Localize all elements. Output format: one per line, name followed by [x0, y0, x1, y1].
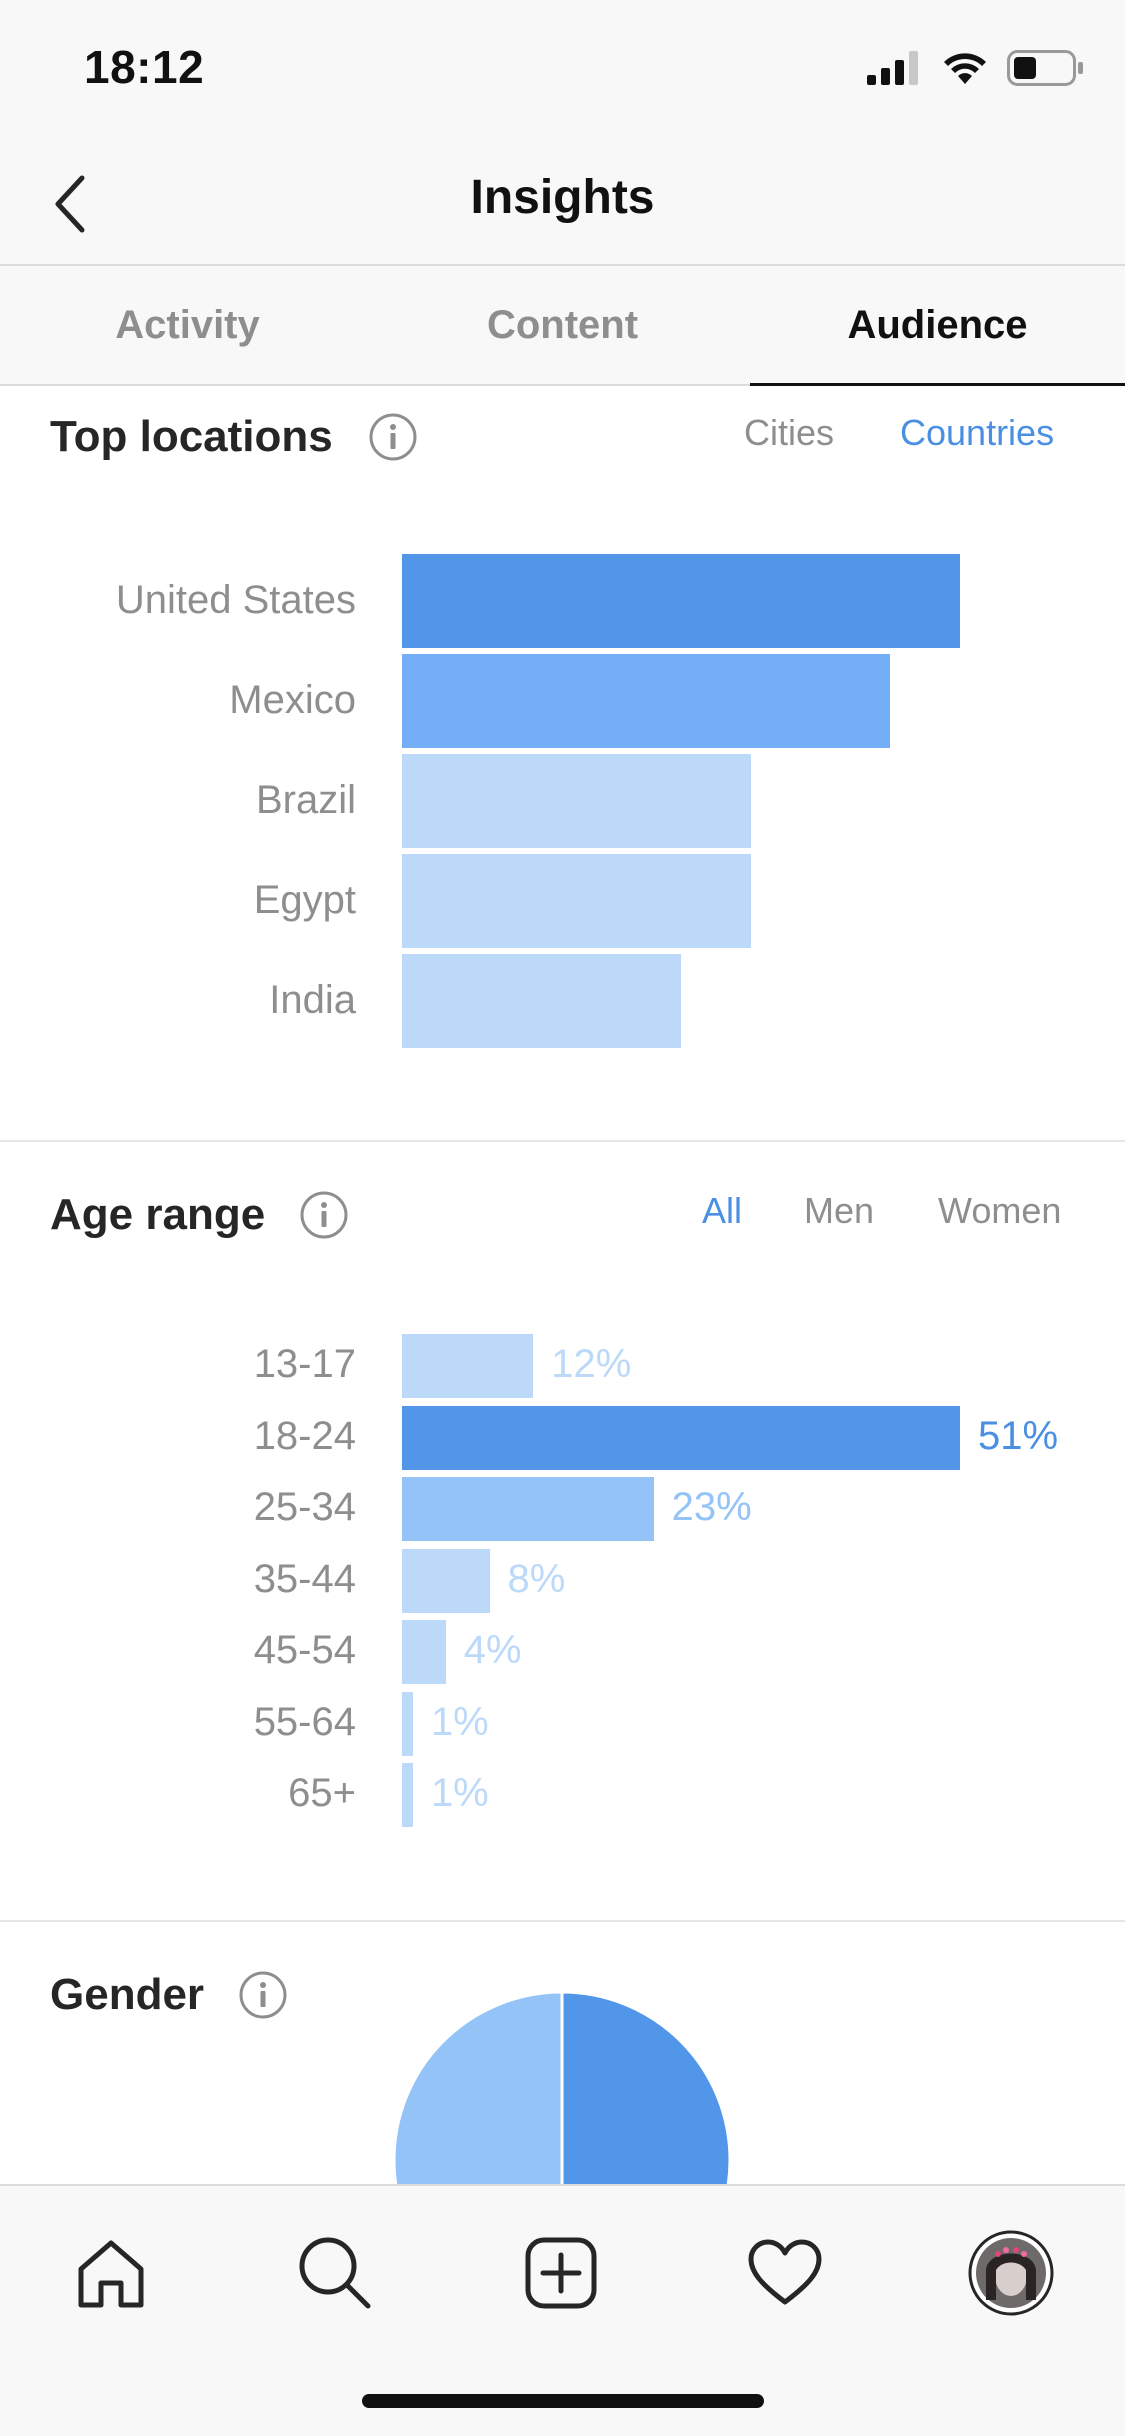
age-percent-label: 1% [430, 1771, 489, 1815]
tab-audience[interactable]: Audience [750, 266, 1125, 386]
section-divider [0, 1920, 1125, 1922]
location-bar [402, 754, 751, 848]
age-bar [402, 1763, 413, 1827]
add-post-icon [525, 2237, 597, 2309]
location-label: Mexico [229, 678, 356, 722]
toggle-men[interactable]: Men [804, 1190, 875, 1231]
age-label: 65+ [288, 1771, 356, 1815]
home-tab[interactable] [66, 2228, 156, 2318]
age-label: 18-24 [253, 1413, 356, 1458]
age-label: 55-64 [253, 1699, 356, 1744]
back-button[interactable] [30, 164, 110, 244]
status-icons [867, 46, 1085, 90]
age-label: 25-34 [253, 1485, 356, 1529]
age-bar [402, 1691, 413, 1756]
insights-tabs: Activity Content Audience [0, 266, 1125, 386]
age-label: 35-44 [253, 1556, 356, 1601]
gender-title: Gender [50, 1970, 205, 2019]
chevron-left-icon [55, 175, 85, 233]
age-label: 13-17 [253, 1342, 356, 1386]
section-divider [0, 1140, 1125, 1142]
age-range-section: Age range All Men Women 13-17 12% 18-24 51%… [0, 1142, 1125, 1920]
toggle-all[interactable]: All [702, 1190, 743, 1231]
signal-icon [867, 51, 918, 85]
age-percent-label: 1% [430, 1699, 489, 1744]
profile-tab[interactable] [966, 2228, 1056, 2318]
toggle-women[interactable]: Women [938, 1190, 1062, 1231]
age-bar [402, 1405, 960, 1470]
info-icon[interactable] [238, 1970, 288, 2020]
age-range-title: Age range [50, 1190, 266, 1239]
age-bar [402, 1477, 654, 1541]
search-tab[interactable] [290, 2228, 380, 2318]
location-bar [402, 654, 891, 748]
profile-avatar [968, 2230, 1054, 2316]
search-icon [299, 2237, 371, 2309]
top-locations-title: Top locations [50, 412, 333, 461]
wifi-icon [944, 53, 986, 84]
age-percent-label: 23% [671, 1485, 752, 1529]
location-label: United States [115, 578, 356, 622]
battery-icon [1007, 50, 1083, 86]
status-bar: 18:12 [0, 0, 1125, 140]
info-icon[interactable] [299, 1190, 349, 1240]
gender-pie-chart [392, 1990, 732, 2184]
info-icon[interactable] [368, 412, 418, 462]
tab-content[interactable]: Content [486, 302, 639, 347]
age-percent-label: 8% [507, 1556, 566, 1601]
top-locations-section: Top locations Cities Countries United St… [0, 388, 1125, 1140]
home-icon [78, 2240, 144, 2308]
status-time: 18:12 [84, 41, 205, 93]
new-post-tab[interactable] [516, 2228, 606, 2318]
age-percent-label: 12% [551, 1342, 632, 1386]
location-label: India [269, 978, 356, 1022]
age-label: 45-54 [253, 1628, 356, 1672]
location-label: Egypt [253, 878, 356, 922]
toggle-countries[interactable]: Countries [900, 412, 1055, 453]
age-percent-label: 51% [978, 1413, 1059, 1458]
location-bar [402, 554, 960, 648]
gender-pie-slice [560, 1990, 732, 2184]
activity-tab[interactable] [740, 2228, 830, 2318]
location-bar [402, 854, 751, 948]
page-title: Insights [470, 171, 655, 224]
location-bar [402, 954, 681, 1048]
age-bar [402, 1548, 490, 1613]
tab-activity[interactable]: Activity [115, 302, 260, 347]
gender-section: Gender [0, 1922, 1125, 2184]
heart-icon [748, 2239, 822, 2305]
gender-pie-slice [392, 1990, 564, 2184]
age-bar [402, 1620, 446, 1684]
location-label: Brazil [255, 778, 356, 822]
toggle-cities[interactable]: Cities [744, 412, 835, 453]
nav-bar: Insights [0, 140, 1125, 266]
home-indicator [362, 2394, 764, 2408]
age-bar [402, 1334, 534, 1398]
age-percent-label: 4% [463, 1628, 522, 1672]
